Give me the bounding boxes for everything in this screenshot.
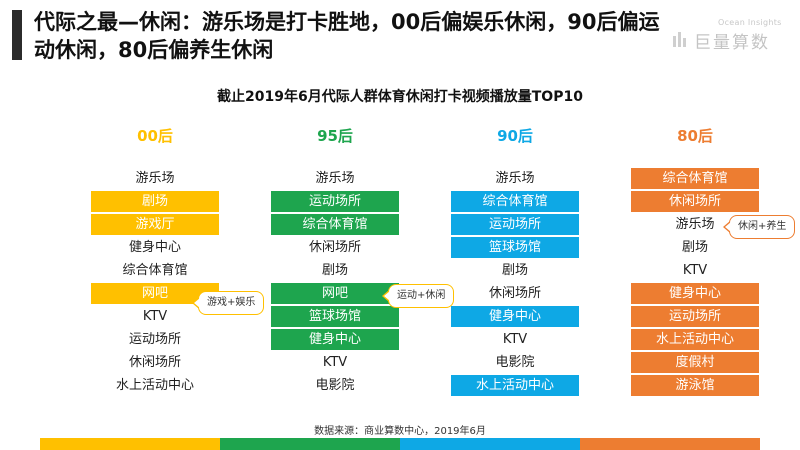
venue-cell: 综合体育馆 <box>122 263 188 278</box>
venue-cell: 剧场 <box>501 263 528 278</box>
venue-cell: 休闲场所 <box>488 286 541 301</box>
highlighted-venue-cell: 运动场所 <box>271 191 399 212</box>
highlighted-venue-cell: 游戏厅 <box>91 214 219 235</box>
highlighted-venue-cell: 度假村 <box>631 352 759 373</box>
callout-game-entertainment: 游戏+娱乐 <box>191 291 265 315</box>
page-title: 代际之最—休闲：游乐场是打卡胜地，00后偏娱乐休闲，90后偏运动休闲，80后偏养… <box>34 10 660 62</box>
bottom-color-bar-orange <box>580 438 760 450</box>
highlighted-venue-cell: 综合体育馆 <box>271 214 399 235</box>
highlighted-venue-cell: 运动场所 <box>451 214 579 235</box>
column-95s: 95后游乐场运动场所 综合体育馆休闲场所剧场网吧 篮球场馆 健身中心 KTV 电影院 <box>271 124 399 398</box>
column-header: 00后 <box>137 127 173 145</box>
logo-english-text: Ocean Insights <box>718 18 782 27</box>
venue-cell: 游乐场 <box>675 217 715 232</box>
column-80s: 80后综合体育馆 休闲场所游乐场剧场 KTV 健身中心 运动场所 水上活动中心 度假村 游泳馆 <box>631 124 759 398</box>
highlighted-venue-cell: 篮球场馆 <box>271 306 399 327</box>
venue-cell: 游乐场 <box>135 171 175 186</box>
venue-cell: 剧场 <box>681 240 708 255</box>
venue-cell: KTV <box>322 355 348 370</box>
highlighted-venue-cell: 健身中心 <box>631 283 759 304</box>
venue-cell: KTV <box>682 263 708 278</box>
highlighted-venue-cell: 游泳馆 <box>631 375 759 396</box>
brand-logo: Ocean Insights 巨量算数 <box>672 18 792 58</box>
column-header: 95后 <box>317 127 353 145</box>
venue-cell: KTV <box>142 309 168 324</box>
callout-sport-leisure: 运动+休闲 <box>381 284 455 308</box>
highlighted-venue-cell: 运动场所 <box>631 306 759 327</box>
highlighted-venue-cell: 综合体育馆 <box>631 168 759 189</box>
venue-cell: 运动场所 <box>128 332 181 347</box>
highlighted-venue-cell: 网吧 <box>271 283 399 304</box>
column-00s: 00后游乐场剧场 游戏厅健身中心综合体育馆网吧 KTV 运动场所休闲场所水上活动中心 <box>91 124 219 398</box>
venue-cell: 游乐场 <box>495 171 535 186</box>
venue-cell: 游乐场 <box>315 171 355 186</box>
column-header: 90后 <box>497 127 533 145</box>
logo-chinese-text: 巨量算数 <box>694 33 770 53</box>
logo-mark-icon <box>673 32 686 47</box>
venue-cell: 健身中心 <box>128 240 181 255</box>
venue-cell: 休闲场所 <box>308 240 361 255</box>
highlighted-venue-cell: 健身中心 <box>271 329 399 350</box>
highlighted-venue-cell: 篮球场馆 <box>451 237 579 258</box>
highlighted-venue-cell: 休闲场所 <box>631 191 759 212</box>
venue-cell: 电影院 <box>495 355 535 370</box>
venue-cell: 水上活动中心 <box>115 378 194 393</box>
venue-cell: 剧场 <box>321 263 348 278</box>
venue-cell: 休闲场所 <box>128 355 181 370</box>
table-title: 截止2019年6月代际人群体育休闲打卡视频播放量TOP10 <box>217 89 583 105</box>
highlighted-venue-cell: 综合体育馆 <box>451 191 579 212</box>
venue-cell: 电影院 <box>315 378 355 393</box>
column-header: 80后 <box>677 127 713 145</box>
highlighted-venue-cell: 水上活动中心 <box>451 375 579 396</box>
highlighted-venue-cell: 网吧 <box>91 283 219 304</box>
title-accent-bar <box>12 10 22 60</box>
highlighted-venue-cell: 水上活动中心 <box>631 329 759 350</box>
bottom-color-bar-yellow <box>40 438 220 450</box>
bottom-color-bar-blue <box>400 438 580 450</box>
highlighted-venue-cell: 剧场 <box>91 191 219 212</box>
callout-leisure-wellness: 休闲+养生 <box>722 215 796 239</box>
bottom-color-bar-green <box>220 438 400 450</box>
venue-cell: KTV <box>502 332 528 347</box>
data-source-note: 数据来源：商业算数中心，2019年6月 <box>314 426 486 437</box>
column-90s: 90后游乐场综合体育馆 运动场所 篮球场馆剧场休闲场所健身中心 KTV 电影院水上活动中… <box>451 124 579 398</box>
highlighted-venue-cell: 健身中心 <box>451 306 579 327</box>
